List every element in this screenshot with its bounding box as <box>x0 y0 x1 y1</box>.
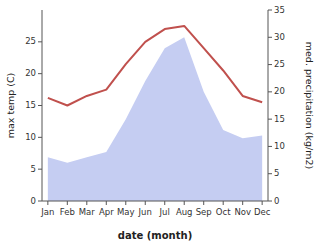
y2-tick-label: 30 <box>274 32 285 42</box>
y-tick <box>38 169 42 170</box>
x-axis-line <box>42 201 268 202</box>
y2-tick-label: 0 <box>274 196 279 206</box>
y2-tick <box>268 37 272 38</box>
y-tick-label: 5 <box>31 164 36 174</box>
y2-tick-label: 20 <box>274 86 285 96</box>
x-tick <box>203 201 204 205</box>
x-tick <box>145 201 146 205</box>
x-tick-label: Jun <box>138 207 152 217</box>
y-tick <box>38 137 42 138</box>
y2-axis-line <box>268 10 269 201</box>
temp-line <box>48 26 262 106</box>
precip-area <box>48 37 262 201</box>
plot-area <box>48 26 262 201</box>
y2-tick-label: 15 <box>274 114 285 124</box>
y-tick-label: 10 <box>25 132 36 142</box>
x-tick-label: Mar <box>79 207 96 217</box>
y2-tick <box>268 64 272 65</box>
y-axis-title: max temp (C) <box>5 73 16 139</box>
chart: 051015202505101520253035JanFebMarAprMayJ… <box>0 0 318 247</box>
x-tick <box>164 201 165 205</box>
x-tick <box>67 201 68 205</box>
x-tick-label: Feb <box>60 207 75 217</box>
y2-tick <box>268 201 272 202</box>
x-tick-label: Oct <box>216 207 231 217</box>
y-tick-label: 0 <box>31 196 36 206</box>
x-tick-label: Jan <box>40 207 54 217</box>
y2-tick-label: 25 <box>274 59 285 69</box>
y2-tick <box>268 10 272 11</box>
y2-tick <box>268 119 272 120</box>
x-tick <box>125 201 126 205</box>
x-tick-label: May <box>117 207 135 217</box>
y-tick <box>38 73 42 74</box>
x-tick-label: Jul <box>159 207 170 217</box>
y2-axis-title: med. precipitation (kg/m2) <box>304 42 315 169</box>
y2-tick-label: 35 <box>274 5 285 15</box>
x-tick <box>242 201 243 205</box>
y-tick-label: 20 <box>25 68 36 78</box>
axes: 051015202505101520253035JanFebMarAprMayJ… <box>25 5 285 218</box>
y-tick-label: 15 <box>25 100 36 110</box>
x-tick <box>262 201 263 205</box>
x-tick-label: Sep <box>196 207 212 217</box>
x-tick <box>223 201 224 205</box>
y-tick-label: 25 <box>25 36 36 46</box>
y2-tick-label: 5 <box>274 168 279 178</box>
y-tick <box>38 105 42 106</box>
x-tick-label: Dec <box>254 207 271 217</box>
x-tick <box>106 201 107 205</box>
x-axis-title: date (month) <box>118 230 192 241</box>
x-tick-label: Aug <box>176 207 193 217</box>
x-tick <box>86 201 87 205</box>
y2-tick <box>268 173 272 174</box>
y2-tick <box>268 146 272 147</box>
x-tick <box>47 201 48 205</box>
x-tick-label: Apr <box>99 207 114 217</box>
y2-tick <box>268 91 272 92</box>
y2-tick-label: 10 <box>274 141 285 151</box>
x-tick-label: Nov <box>234 207 251 217</box>
y-tick <box>38 201 42 202</box>
y-tick <box>38 41 42 42</box>
x-tick <box>184 201 185 205</box>
